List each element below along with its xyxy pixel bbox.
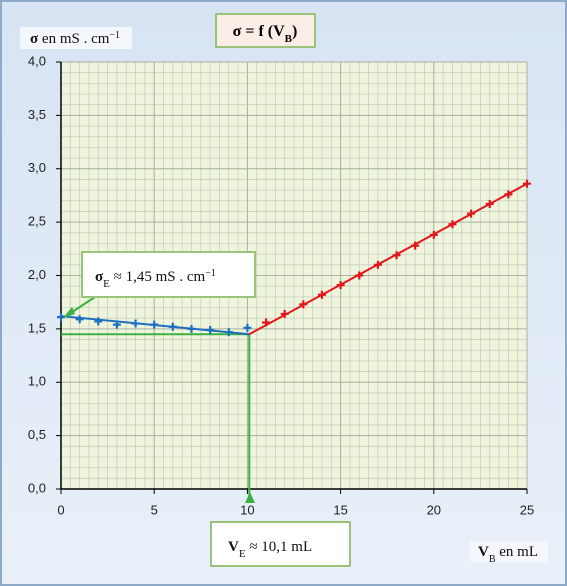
x-tick-label: 10 [240, 502, 254, 517]
x-tick-label: 5 [151, 502, 158, 517]
data-point [299, 300, 308, 309]
fit-line [248, 182, 528, 336]
data-point [411, 241, 420, 250]
x-tick-label: 15 [333, 502, 347, 517]
x-tick-label: 0 [57, 502, 64, 517]
data-point [523, 179, 531, 188]
data-point [57, 313, 65, 322]
x-axis-label: VB en mL [478, 544, 538, 565]
y-tick-label: 4,0 [28, 53, 46, 68]
y-label-box [20, 27, 132, 49]
data-point [206, 325, 215, 334]
data-point [485, 199, 494, 208]
data-point [373, 260, 382, 269]
data-point [448, 220, 457, 229]
sigma-e-box [81, 251, 256, 298]
data-point [280, 309, 289, 318]
arrow-head [245, 492, 255, 503]
data-point [131, 319, 140, 328]
data-point [112, 320, 121, 329]
data-point [392, 251, 401, 260]
data-point [467, 209, 476, 218]
data-point [355, 271, 364, 280]
arrow-head [63, 307, 75, 318]
data-point [262, 318, 271, 327]
x-tick-label: 25 [520, 502, 534, 517]
v-e-annotation: VE ≈ 10,1 mL [228, 539, 312, 560]
y-tick-label: 2,0 [28, 267, 46, 282]
y-tick-label: 0,5 [28, 427, 46, 442]
data-point [150, 320, 159, 329]
y-tick-label: 1,0 [28, 374, 46, 389]
x-tick-label: 20 [427, 502, 441, 517]
data-point [94, 317, 103, 326]
data-point [187, 324, 196, 333]
y-tick-label: 2,5 [28, 214, 46, 229]
y-tick-label: 1,5 [28, 320, 46, 335]
y-tick-label: 3,0 [28, 160, 46, 175]
data-point [336, 281, 345, 290]
sigma-e-annotation: σE ≈ 1,45 mS . cm−1 [95, 268, 216, 291]
title-box [215, 13, 316, 48]
y-tick-label: 0,0 [28, 480, 46, 495]
data-point [168, 322, 177, 331]
data-point [224, 328, 233, 337]
data-point [75, 315, 84, 324]
v-e-box [210, 521, 351, 567]
x-label-box [470, 541, 548, 562]
y-tick-label: 3,5 [28, 107, 46, 122]
chart-title: σ = f (VB) [233, 23, 298, 45]
data-point [504, 190, 513, 199]
data-point [243, 323, 252, 332]
data-point [317, 290, 326, 299]
data-point [429, 230, 438, 239]
y-axis-label: σ en mS . cm−1 [30, 30, 120, 48]
